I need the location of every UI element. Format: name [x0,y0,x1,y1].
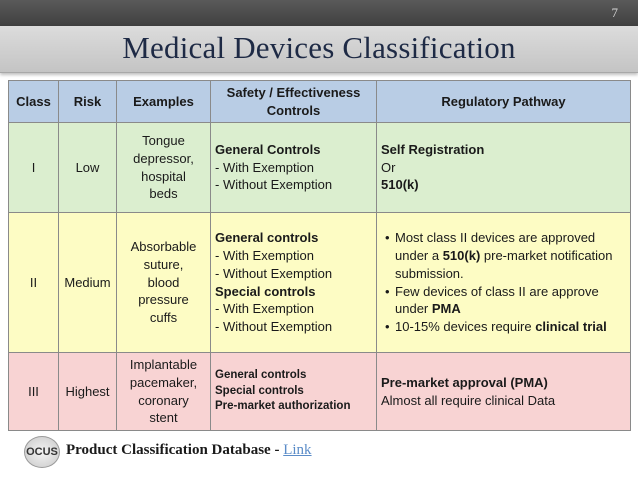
classification-table: Class Risk Examples Safety / Effectivene… [8,80,631,431]
controls-cell: General controls - With Exemption - With… [210,212,377,353]
table-row-class-2: II Medium Absorbable suture, blood press… [8,212,631,353]
pathway-cell: Self Registration Or 510(k) [376,122,631,213]
database-link[interactable]: Link [283,442,312,458]
header-controls: Safety / Effectiveness Controls [210,80,377,123]
footer: OCUS Product Classification Database - L… [0,434,638,468]
pathway-cell: Pre-market approval (PMA) Almost all req… [376,352,631,431]
header-risk: Risk [58,80,117,123]
table-header-row: Class Risk Examples Safety / Effectivene… [8,80,631,123]
slide-title: Medical Devices Classification [122,30,516,65]
class-cell: III [8,352,59,431]
header-class: Class [8,80,59,123]
top-bar: 7 [0,0,638,26]
slide-number: 7 [611,5,619,20]
header-pathway: Regulatory Pathway [376,80,631,123]
class-cell: I [8,122,59,213]
pathway-cell: Most class II devices are approved under… [376,212,631,353]
risk-cell: Highest [58,352,117,431]
examples-cell: Tongue depressor, hospital beds [116,122,211,213]
bullet-item: 10-15% devices require clinical trial [385,318,626,336]
title-band [0,26,638,73]
header-examples: Examples [116,80,211,123]
table-row-class-1: I Low Tongue depressor, hospital beds Ge… [8,122,631,213]
controls-cell: General Controls - With Exemption - With… [210,122,377,213]
examples-cell: Implantable pacemaker, coronary stent [116,352,211,431]
bullet-item: Most class II devices are approved under… [385,229,626,283]
footer-label: Product Classification Database - [66,442,284,458]
examples-cell: Absorbable suture, blood pressure cuffs [116,212,211,353]
bullet-item: Few devices of class II are approve unde… [385,283,626,319]
risk-cell: Low [58,122,117,213]
risk-cell: Medium [58,212,117,353]
table-row-class-3: III Highest Implantable pacemaker, coron… [8,352,631,431]
pathway-bullets: Most class II devices are approved under… [381,229,626,337]
class-cell: II [8,212,59,353]
controls-cell: General controls Special controls Pre-ma… [210,352,377,431]
focus-logo: OCUS [24,436,60,468]
footer-text: Product Classification Database - Link [66,442,312,459]
